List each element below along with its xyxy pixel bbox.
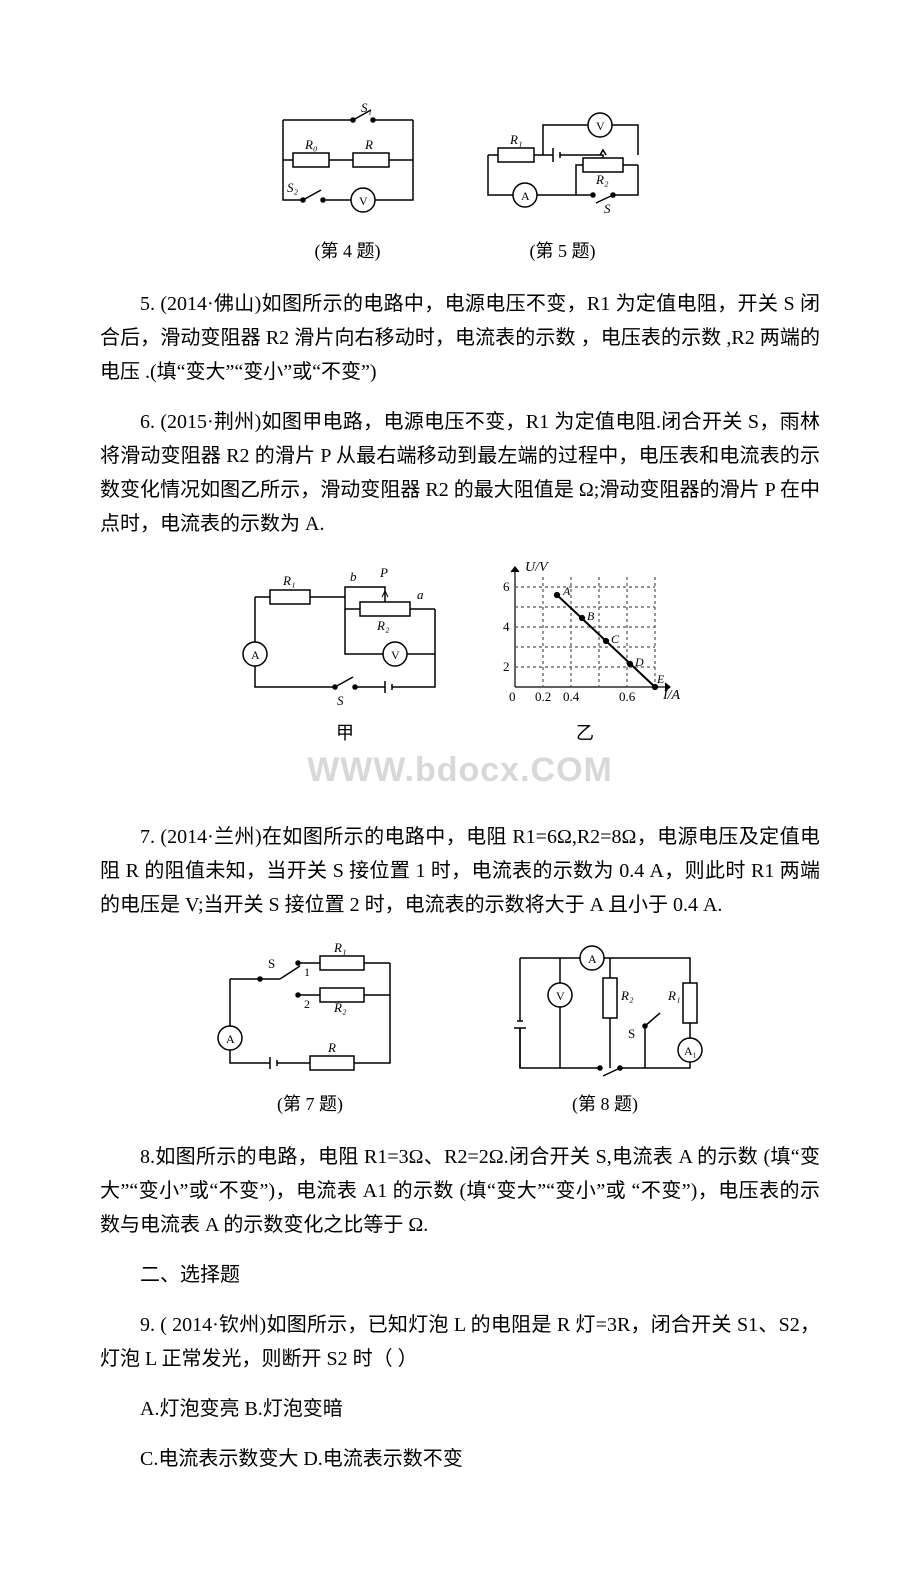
label-r0: R₀: [304, 137, 317, 152]
question-7: 7. (2014·兰州)在如图所示的电路中，电阻 R1=6Ω,R2=8Ω，电源电…: [100, 820, 820, 922]
svg-text:2: 2: [304, 997, 310, 1011]
watermark: WWW.bdocx.COM: [100, 742, 820, 800]
label-s8: S: [628, 1026, 635, 1041]
pt-b: B: [587, 609, 595, 623]
circuit-6a-svg: R₁ b P a R₂ A V S: [235, 557, 455, 707]
label-a1-8: A₁: [684, 1044, 697, 1058]
figure-row-4-5: S₁ R₀ R S₂ V (第 4 题): [100, 100, 820, 267]
label-b6: b: [350, 569, 357, 584]
label-r1-5: R₁: [509, 132, 522, 147]
label-a8: A: [588, 952, 597, 966]
svg-text:1: 1: [304, 965, 310, 979]
question-9: 9. ( 2014·钦州)如图所示，已知灯泡 L 的电阻是 R 灯=3R，闭合开…: [100, 1308, 820, 1376]
figure8-caption: (第 8 题): [500, 1089, 710, 1120]
circuit-5-svg: R₁ R₂ V A S: [468, 100, 658, 230]
label-r-7: R: [327, 1040, 336, 1055]
circuit-8-svg: A V R₂ R₁ S A₁: [500, 938, 710, 1083]
label-r2-8: R₂: [620, 988, 634, 1003]
figure-7: S 1 2 R₁ R₂ R A (第 7 题): [210, 938, 410, 1120]
pt-e: E: [656, 672, 665, 686]
label-r1-6: R₁: [282, 573, 295, 588]
label-v5: V: [596, 119, 605, 133]
circuit-7-svg: S 1 2 R₁ R₂ R A: [210, 938, 410, 1083]
pt-a: A: [562, 584, 571, 598]
ytick-2: 2: [503, 659, 510, 674]
xtick-0: 0: [509, 689, 516, 704]
label-r1-8: R₁: [667, 988, 680, 1003]
question-8: 8.如图所示的电路，电阻 R1=3Ω、R2=2Ω.闭合开关 S,电流表 A 的示…: [100, 1140, 820, 1242]
question-5: 5. (2014·佛山)如图所示的电路中，电源电压不变，R1 为定值电阻，开关 …: [100, 287, 820, 389]
ytick-4: 4: [503, 619, 510, 634]
chart-xlabel: I/A: [662, 688, 681, 703]
section-2-title: 二、选择题: [100, 1258, 820, 1292]
label-v8: V: [556, 989, 565, 1003]
label-a7: A: [226, 1032, 235, 1046]
label-p6: P: [379, 565, 388, 580]
label-v6: V: [391, 648, 400, 662]
question-9-cd: C.电流表示数变大 D.电流表示数不变: [100, 1442, 820, 1476]
xtick-02: 0.2: [535, 689, 551, 704]
question-6: 6. (2015·荆州)如图甲电路，电源电压不变，R1 为定值电阻.闭合开关 S…: [100, 405, 820, 541]
figure-4: S₁ R₀ R S₂ V (第 4 题): [263, 100, 433, 267]
label-a6: A: [251, 648, 260, 662]
label-r: R: [364, 137, 373, 152]
figure-5: R₁ R₂ V A S (第 5 题): [468, 100, 658, 267]
label-a5: A: [521, 189, 530, 203]
label-a6r: a: [417, 587, 424, 602]
figure4-caption: (第 4 题): [263, 236, 433, 267]
chart-6b-svg: U/V I/A 6 4 2 0 0.2 0.4 0.6 A B C D E: [485, 557, 685, 707]
figure-row-6: R₁ b P a R₂ A V S 甲: [100, 557, 820, 800]
label-s7: S: [268, 956, 275, 971]
figure5-caption: (第 5 题): [468, 236, 658, 267]
label-r2-7: R₂: [333, 1000, 347, 1015]
ytick-6: 6: [503, 579, 510, 594]
circuit-4-svg: S₁ R₀ R S₂ V: [263, 100, 433, 230]
label-r2-5: R₂: [595, 172, 609, 187]
pt-d: D: [634, 655, 644, 669]
xtick-04: 0.4: [563, 689, 580, 704]
figure-row-7-8: S 1 2 R₁ R₂ R A (第 7 题): [100, 938, 820, 1120]
label-r1-7: R₁: [333, 940, 346, 955]
figure-6-left: R₁ b P a R₂ A V S 甲: [235, 557, 455, 749]
label-r2-6: R₂: [376, 618, 390, 633]
figure7-caption: (第 7 题): [210, 1089, 410, 1120]
figure-6-right: U/V I/A 6 4 2 0 0.2 0.4 0.6 A B C D E 乙: [485, 557, 685, 749]
question-9-ab: A.灯泡变亮 B.灯泡变暗: [100, 1392, 820, 1426]
label-v4: V: [359, 194, 368, 208]
xtick-06: 0.6: [619, 689, 636, 704]
label-s5: S: [604, 201, 611, 216]
label-s6: S: [337, 693, 344, 707]
label-s2: S₂: [287, 180, 299, 195]
chart-ylabel: U/V: [525, 560, 549, 575]
figure-8: A V R₂ R₁ S A₁ (第 8 题): [500, 938, 710, 1120]
label-s1: S₁: [361, 100, 372, 115]
pt-c: C: [611, 632, 620, 646]
